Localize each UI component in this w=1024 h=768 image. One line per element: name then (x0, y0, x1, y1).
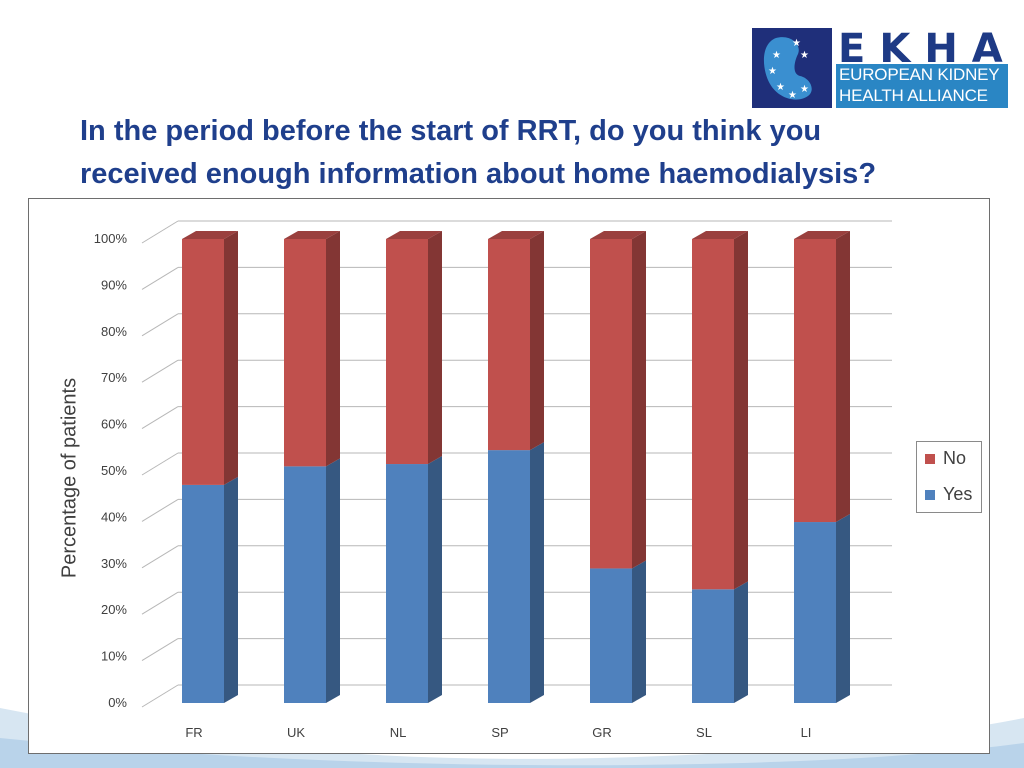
gridline-side (141, 406, 179, 430)
bar-no-sl (692, 239, 734, 590)
y-tick-label: 60% (101, 417, 127, 432)
bar-side-no-uk (326, 231, 340, 467)
y-tick-label: 80% (101, 324, 127, 339)
y-tick-label: 20% (101, 602, 127, 617)
x-tick-label-gr: GR (592, 725, 612, 740)
bar-top-gr (590, 231, 646, 239)
gridline-side (141, 452, 179, 476)
bar-side-no-nl (428, 231, 442, 465)
bar-no-fr (182, 239, 224, 485)
bar-yes-gr (590, 568, 632, 703)
svg-text:★: ★ (792, 38, 801, 49)
bar-side-yes-nl (428, 456, 442, 703)
bar-yes-sp (488, 450, 530, 703)
x-tick-label-sp: SP (491, 725, 508, 740)
gridline-side (141, 266, 179, 290)
bar-no-sp (488, 239, 530, 451)
gridline-side (141, 313, 179, 337)
gridline-side (141, 684, 179, 708)
svg-text:★: ★ (800, 50, 809, 61)
bar-side-yes-sp (530, 442, 544, 703)
x-tick-label-fr: FR (185, 725, 202, 740)
ekha-logo: ★ ★ ★ ★ ★ ★ ★ EKHA EUROPEAN KIDNEY HEALT… (752, 26, 1008, 110)
bar-yes-uk (284, 466, 326, 703)
gridline-side (141, 545, 179, 569)
y-tick-label: 10% (101, 649, 127, 664)
x-tick-label-nl: NL (390, 725, 407, 740)
bar-no-li (794, 239, 836, 523)
bar-side-no-li (836, 231, 850, 523)
bar-top-fr (182, 231, 238, 239)
x-tick-label-li: LI (801, 725, 812, 740)
slide-title: In the period before the start of RRT, d… (80, 110, 960, 196)
bar-side-yes-fr (224, 476, 238, 703)
bar-top-sp (488, 231, 544, 239)
bar-top-uk (284, 231, 340, 239)
legend-label-yes: Yes (943, 484, 973, 504)
gridline-side (141, 359, 179, 383)
logo-subtitle-line1: EUROPEAN KIDNEY (839, 65, 1000, 84)
y-tick-label: 0% (108, 695, 127, 710)
slide-title-line2: received enough information about home h… (80, 158, 877, 190)
gridline-side (141, 498, 179, 522)
bar-side-yes-sl (734, 581, 748, 703)
x-tick-label-uk: UK (287, 725, 305, 740)
bar-side-no-sl (734, 231, 748, 590)
bar-side-yes-li (836, 514, 850, 703)
bar-yes-li (794, 522, 836, 703)
bar-top-sl (692, 231, 748, 239)
svg-text:★: ★ (772, 50, 781, 61)
y-tick-label: 40% (101, 509, 127, 524)
y-tick-label: 50% (101, 463, 127, 478)
bar-yes-fr (182, 484, 224, 703)
bar-side-yes-gr (632, 560, 646, 703)
bar-side-no-gr (632, 231, 646, 569)
bar-yes-sl (692, 589, 734, 703)
bar-yes-nl (386, 464, 428, 703)
svg-text:★: ★ (768, 66, 777, 77)
x-tick-label-sl: SL (696, 725, 712, 740)
svg-text:★: ★ (788, 90, 797, 101)
y-tick-label: 100% (94, 231, 128, 246)
bar-side-no-fr (224, 231, 238, 485)
y-tick-label: 90% (101, 277, 127, 292)
gridline-side (141, 591, 179, 615)
y-tick-label: 70% (101, 370, 127, 385)
legend-swatch-yes (925, 490, 935, 500)
bar-top-li (794, 231, 850, 239)
logo-subtitle-line2: HEALTH ALLIANCE (839, 86, 988, 105)
bar-side-no-sp (530, 231, 544, 451)
bar-no-gr (590, 239, 632, 569)
bar-top-nl (386, 231, 442, 239)
legend-swatch-no (925, 454, 935, 464)
kidney-stars-logo-icon: ★ ★ ★ ★ ★ ★ ★ (752, 28, 832, 108)
legend-label-no: No (943, 448, 967, 468)
y-axis-title: Percentage of patients (58, 377, 81, 579)
y-tick-label: 30% (101, 556, 127, 571)
slide-title-line1: In the period before the start of RRT, d… (80, 115, 822, 147)
svg-text:★: ★ (800, 84, 809, 95)
chart-legend: No Yes (916, 441, 982, 513)
bar-no-nl (386, 239, 428, 465)
gridline-side (141, 638, 179, 662)
logo-subtitle: EUROPEAN KIDNEY HEALTH ALLIANCE (836, 64, 1008, 108)
svg-text:★: ★ (776, 82, 785, 93)
bar-side-yes-uk (326, 458, 340, 703)
bar-no-uk (284, 239, 326, 467)
gridline-side (141, 220, 179, 244)
